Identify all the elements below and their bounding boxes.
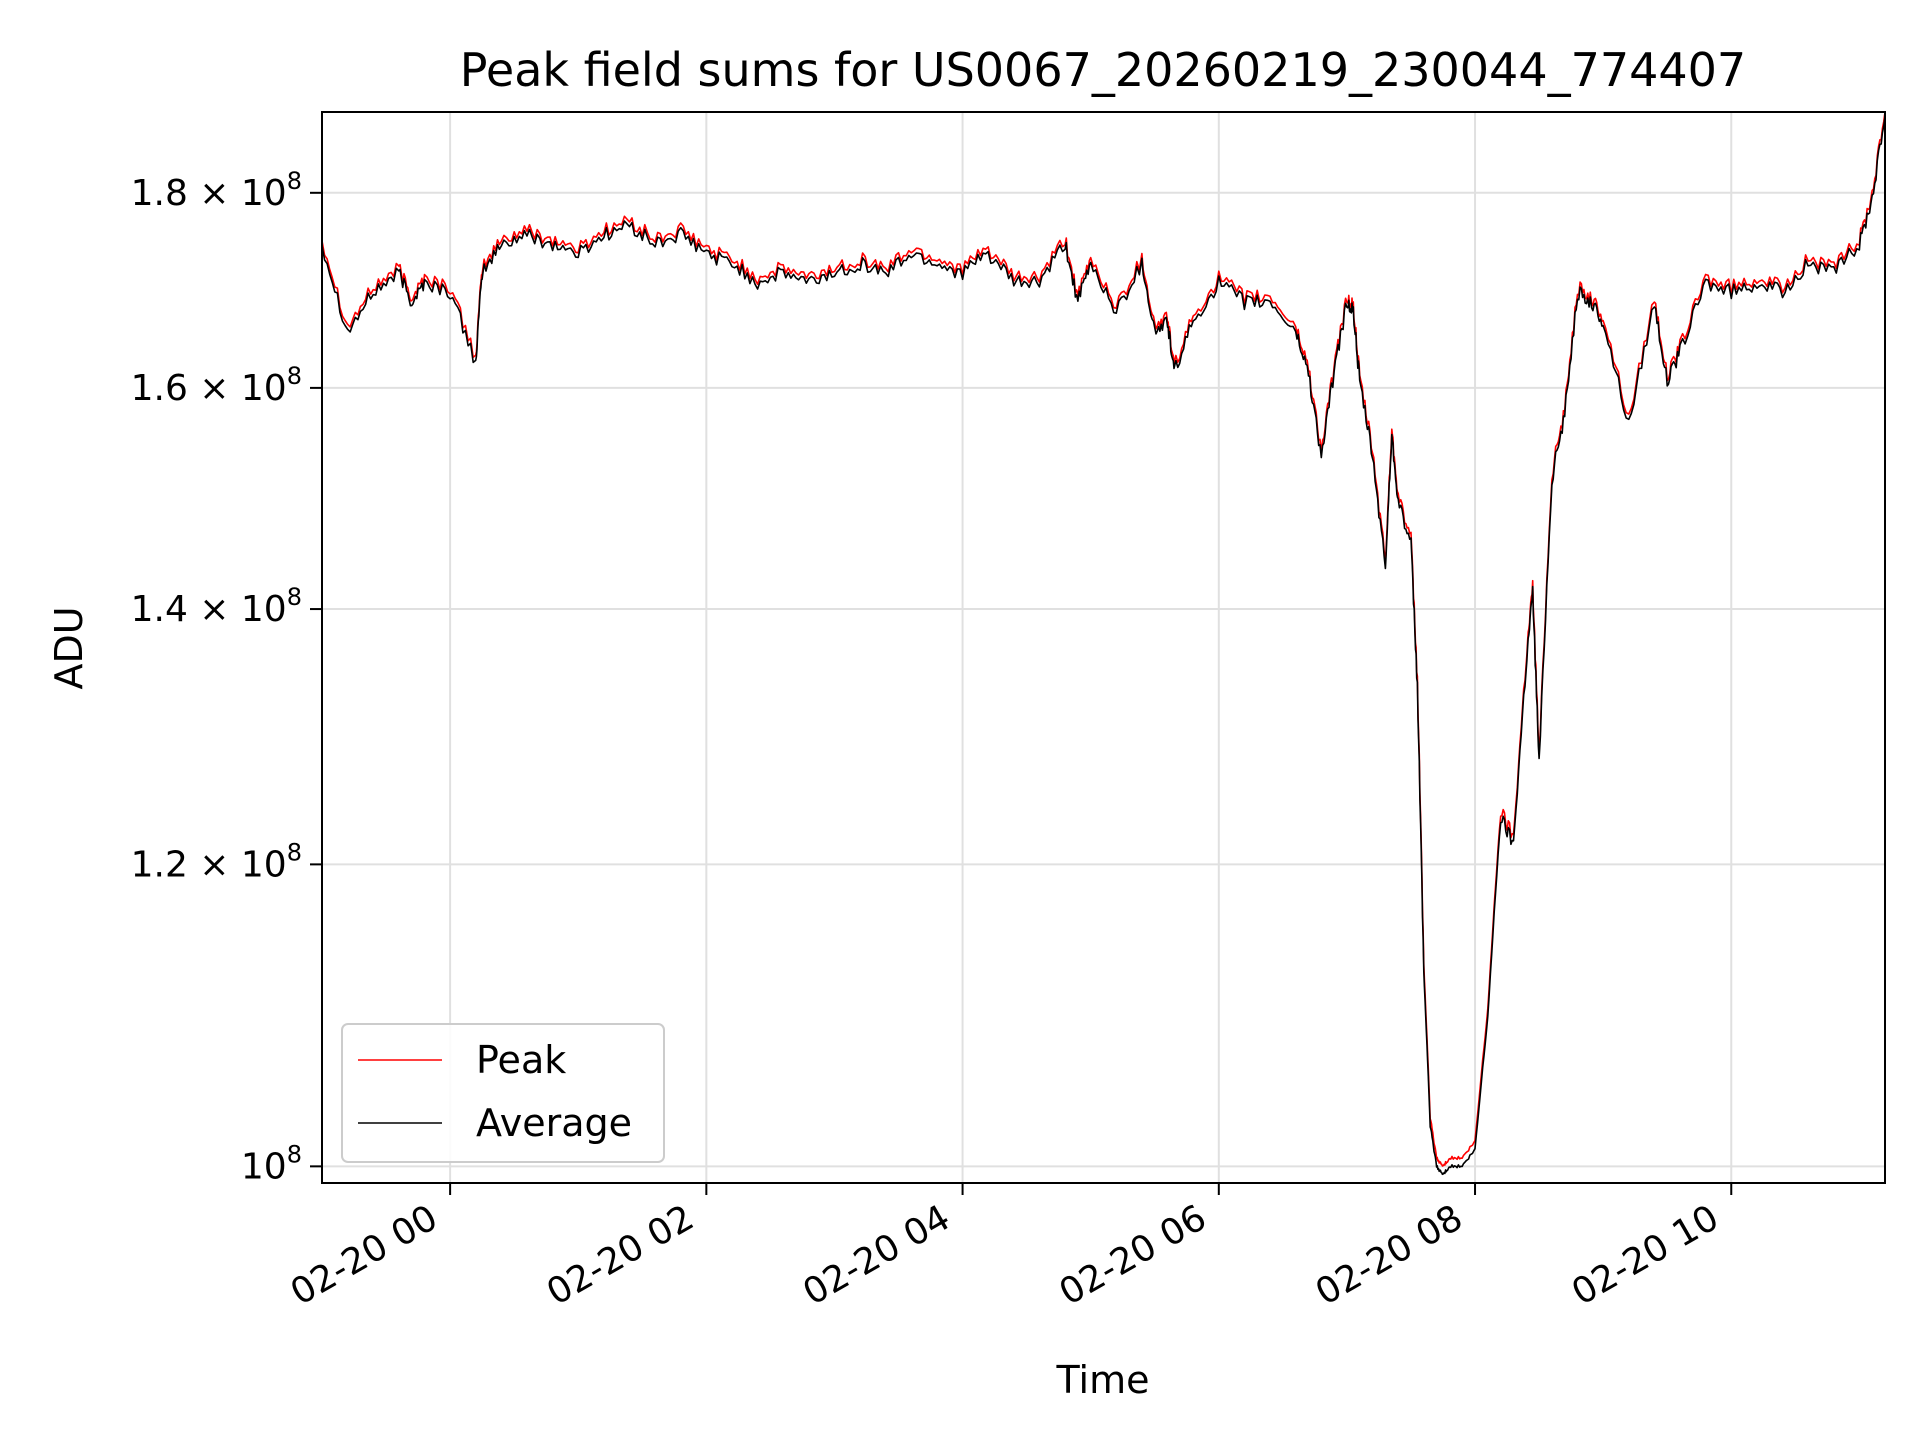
y-tick-label: 108	[241, 1140, 302, 1187]
legend-label-average: Average	[476, 1101, 632, 1145]
y-axis-label: ADU	[47, 606, 91, 689]
y-tick-label: 1.8 × 108	[131, 167, 302, 214]
series-line-average	[321, 116, 1886, 1176]
y-tick-label: 1.2 × 108	[131, 838, 302, 885]
legend-label-peak: Peak	[476, 1038, 566, 1082]
y-tick-label: 1.6 × 108	[131, 362, 302, 409]
legend: Peak Average	[341, 1023, 665, 1163]
y-tick-label: 1.4 × 108	[131, 583, 302, 630]
x-axis-label: Time	[1056, 1358, 1150, 1402]
legend-box	[341, 1023, 665, 1163]
plot-frame	[321, 111, 1886, 1184]
chart-title: Peak field sums for US0067_20260219_2300…	[460, 43, 1746, 97]
y-axis: 108 1.2 × 108 1.4 × 108 1.6 × 108 1.8 × 108	[131, 167, 322, 1187]
series-line-peak	[321, 111, 1886, 1167]
series-layer	[321, 111, 1886, 1176]
